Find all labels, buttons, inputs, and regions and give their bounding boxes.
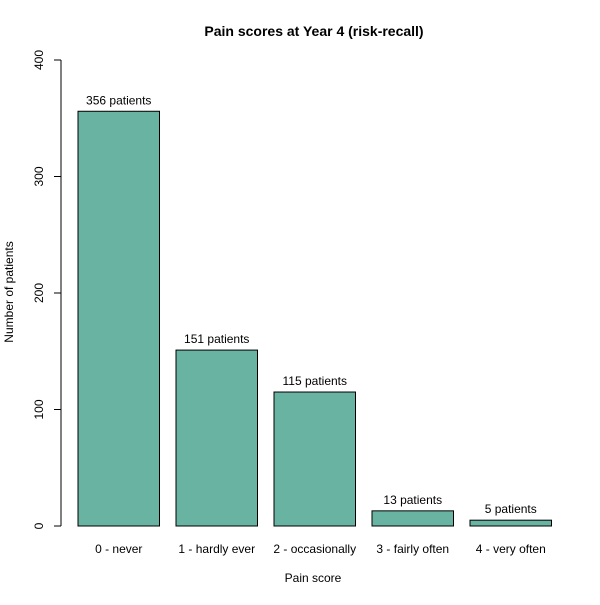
bar — [371, 510, 454, 527]
y-tick-label: 0 — [32, 522, 46, 529]
x-tick-label: 4 - very often — [476, 542, 546, 556]
y-tick-label: 100 — [32, 399, 46, 419]
x-tick-label: 0 - never — [95, 542, 142, 556]
bar — [273, 391, 356, 527]
bars — [77, 110, 552, 527]
y-tick-label: 400 — [32, 50, 46, 70]
data-label: 356 patients — [86, 93, 151, 107]
data-label: 151 patients — [184, 332, 249, 346]
data-label: 115 patients — [283, 374, 348, 388]
data-label: 5 patients — [485, 502, 537, 516]
data-label: 13 patients — [383, 493, 442, 507]
y-axis: 0 100 200 300 400 — [32, 50, 62, 529]
y-tick-label: 300 — [32, 166, 46, 186]
y-axis-label: Number of patients — [2, 241, 16, 342]
chart-title: Pain scores at Year 4 (risk-recall) — [204, 23, 423, 39]
x-tick-labels: 0 - never 1 - hardly ever 2 - occasionally… — [95, 542, 546, 556]
x-tick-label: 2 - occasionally — [273, 542, 356, 556]
bar — [77, 110, 160, 527]
x-tick-label: 1 - hardly ever — [178, 542, 255, 556]
x-axis-label: Pain score — [285, 571, 342, 585]
bar — [469, 519, 552, 527]
y-tick-label: 200 — [32, 283, 46, 303]
bar — [175, 349, 258, 527]
x-tick-label: 3 - fairly often — [376, 542, 449, 556]
data-labels: 356 patients 151 patients 115 patients 13 p… — [86, 93, 537, 516]
